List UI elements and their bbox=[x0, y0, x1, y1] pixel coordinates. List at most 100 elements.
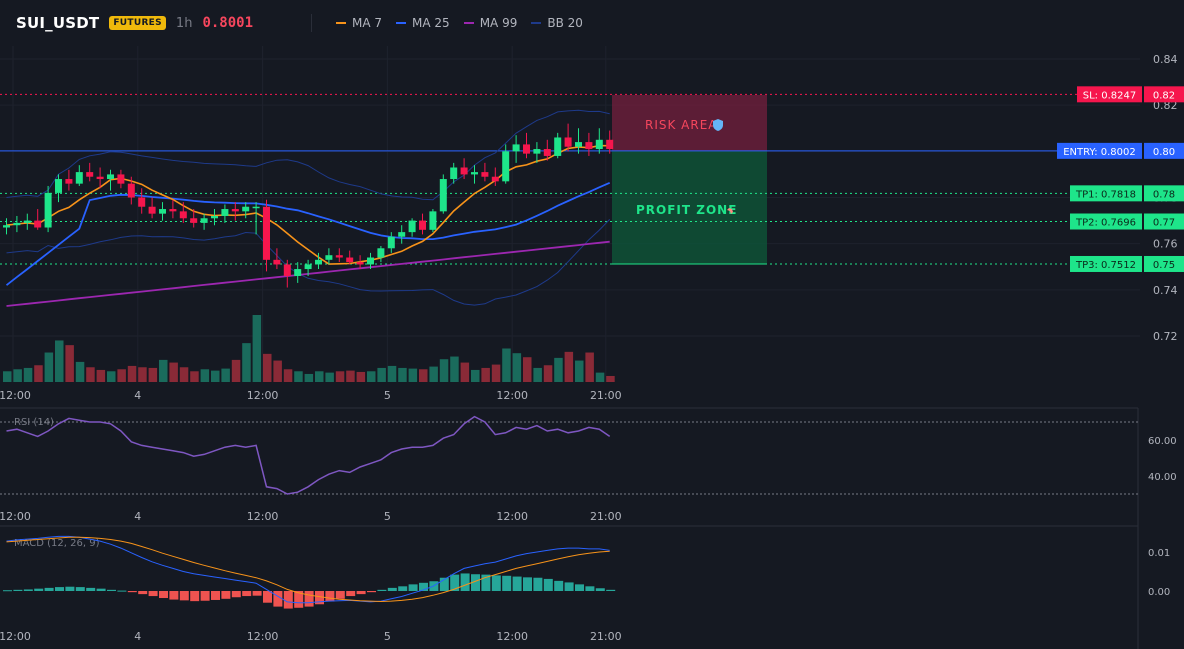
candle-body[interactable] bbox=[543, 149, 551, 156]
candle-body[interactable] bbox=[283, 264, 291, 276]
candle-body[interactable] bbox=[523, 144, 530, 154]
sl-price-label: SL: 0.8247 bbox=[1083, 90, 1136, 101]
candle-body[interactable] bbox=[585, 142, 593, 150]
candle-body[interactable] bbox=[325, 255, 333, 260]
macd-histogram-bar bbox=[294, 591, 304, 608]
candle-body[interactable] bbox=[159, 209, 166, 214]
candle-body[interactable] bbox=[502, 151, 510, 182]
candle-body[interactable] bbox=[512, 144, 520, 152]
macd-axis-tick: 0.01 bbox=[1148, 548, 1170, 559]
candle-body[interactable] bbox=[86, 172, 94, 177]
symbol-label[interactable]: SUI_USDT bbox=[16, 14, 100, 32]
candle-body[interactable] bbox=[460, 167, 468, 175]
volume-bar bbox=[200, 369, 210, 382]
candle-body[interactable] bbox=[44, 192, 52, 228]
candle-body[interactable] bbox=[242, 206, 250, 212]
volume-bar bbox=[325, 372, 334, 382]
legend-ma25[interactable]: MA 25 bbox=[396, 16, 450, 30]
candle-body[interactable] bbox=[606, 139, 614, 150]
macd-histogram-bar bbox=[606, 589, 616, 591]
candle-body[interactable] bbox=[200, 218, 208, 223]
macd-histogram-bar bbox=[127, 591, 137, 593]
candle-body[interactable] bbox=[554, 137, 562, 156]
candle-body[interactable] bbox=[481, 172, 489, 177]
candle-body[interactable] bbox=[23, 220, 31, 223]
candle-body[interactable] bbox=[304, 264, 312, 270]
candle-body[interactable] bbox=[169, 209, 177, 212]
volume-bar bbox=[55, 340, 64, 382]
candle-body[interactable] bbox=[13, 222, 21, 226]
candle-body[interactable] bbox=[34, 220, 42, 228]
candle-body[interactable] bbox=[190, 218, 198, 223]
legend-ma99-label: MA 99 bbox=[479, 16, 518, 30]
volume-bar bbox=[169, 362, 178, 382]
volume-bar bbox=[44, 352, 54, 382]
legend-ma7[interactable]: MA 7 bbox=[336, 16, 382, 30]
macd-histogram-bar bbox=[252, 591, 262, 596]
candle-body[interactable] bbox=[429, 211, 437, 230]
volume-bar bbox=[564, 351, 574, 382]
candle-body[interactable] bbox=[65, 179, 73, 184]
candle-body[interactable] bbox=[398, 232, 406, 237]
candle-body[interactable] bbox=[107, 174, 114, 180]
candle-body[interactable] bbox=[595, 139, 603, 150]
candle-body[interactable] bbox=[367, 257, 374, 265]
candle-body[interactable] bbox=[263, 206, 270, 260]
legend-bb20[interactable]: BB 20 bbox=[531, 16, 583, 30]
candle-body[interactable] bbox=[346, 257, 354, 263]
macd-histogram-bar bbox=[211, 591, 220, 600]
volume-bar bbox=[512, 353, 522, 382]
candle-body[interactable] bbox=[377, 248, 385, 258]
volume-bar bbox=[502, 348, 511, 382]
entry-price-label: ENTRY: 0.8002 bbox=[1063, 147, 1136, 158]
candle-body[interactable] bbox=[273, 259, 281, 265]
candle-body[interactable] bbox=[533, 149, 541, 154]
rsi-line bbox=[6, 415, 611, 495]
candle-body[interactable] bbox=[564, 137, 572, 147]
candle-body[interactable] bbox=[450, 167, 458, 180]
candle-body[interactable] bbox=[75, 172, 83, 184]
candle-body[interactable] bbox=[96, 176, 104, 180]
candle-body[interactable] bbox=[55, 179, 62, 193]
timeframe-label[interactable]: 1h bbox=[175, 15, 193, 31]
candle-body[interactable] bbox=[294, 269, 302, 276]
candle-body[interactable] bbox=[117, 174, 125, 184]
price-axis-tick: 0.74 bbox=[1153, 284, 1178, 297]
candle-body[interactable] bbox=[211, 215, 218, 219]
candle-body[interactable] bbox=[335, 255, 343, 258]
candle-body[interactable] bbox=[221, 209, 229, 216]
candle-body[interactable] bbox=[575, 142, 582, 147]
candle-body[interactable] bbox=[439, 179, 447, 212]
candle-body[interactable] bbox=[127, 183, 135, 198]
time-axis-tick-rsi: 12:00 bbox=[247, 510, 279, 523]
candle-body[interactable] bbox=[231, 209, 239, 212]
volume-bar bbox=[86, 367, 95, 382]
entry-price-label-bg bbox=[1057, 142, 1142, 159]
volume-bar bbox=[148, 367, 158, 382]
candle-body[interactable] bbox=[471, 172, 478, 175]
candle-body[interactable] bbox=[252, 206, 260, 209]
tp1-price-label: TP1: 0.7818 bbox=[1075, 189, 1136, 200]
volume-bar bbox=[543, 365, 553, 382]
macd-histogram-bar bbox=[148, 591, 158, 597]
candle-body[interactable] bbox=[387, 236, 395, 249]
candle-body[interactable] bbox=[148, 206, 156, 214]
legend-bb20-label: BB 20 bbox=[547, 16, 583, 30]
candle-body[interactable] bbox=[315, 259, 322, 265]
candle-body[interactable] bbox=[179, 211, 187, 219]
rsi-axis-tick: 40.00 bbox=[1148, 472, 1177, 483]
volume-bar bbox=[304, 373, 314, 382]
candle-body[interactable] bbox=[356, 262, 364, 265]
sl-price-label-bg bbox=[1077, 86, 1142, 103]
header-divider bbox=[311, 14, 313, 32]
candle-body[interactable] bbox=[3, 225, 10, 228]
tp1-axis-badge-bg bbox=[1144, 185, 1184, 202]
candle-body[interactable] bbox=[491, 176, 499, 182]
candle-body[interactable] bbox=[138, 197, 146, 207]
candle-body[interactable] bbox=[419, 220, 426, 230]
macd-histogram-bar bbox=[398, 586, 408, 591]
candle-body[interactable] bbox=[408, 220, 416, 233]
legend-ma99[interactable]: MA 99 bbox=[463, 16, 518, 30]
entry-axis-badge-bg bbox=[1144, 142, 1184, 159]
